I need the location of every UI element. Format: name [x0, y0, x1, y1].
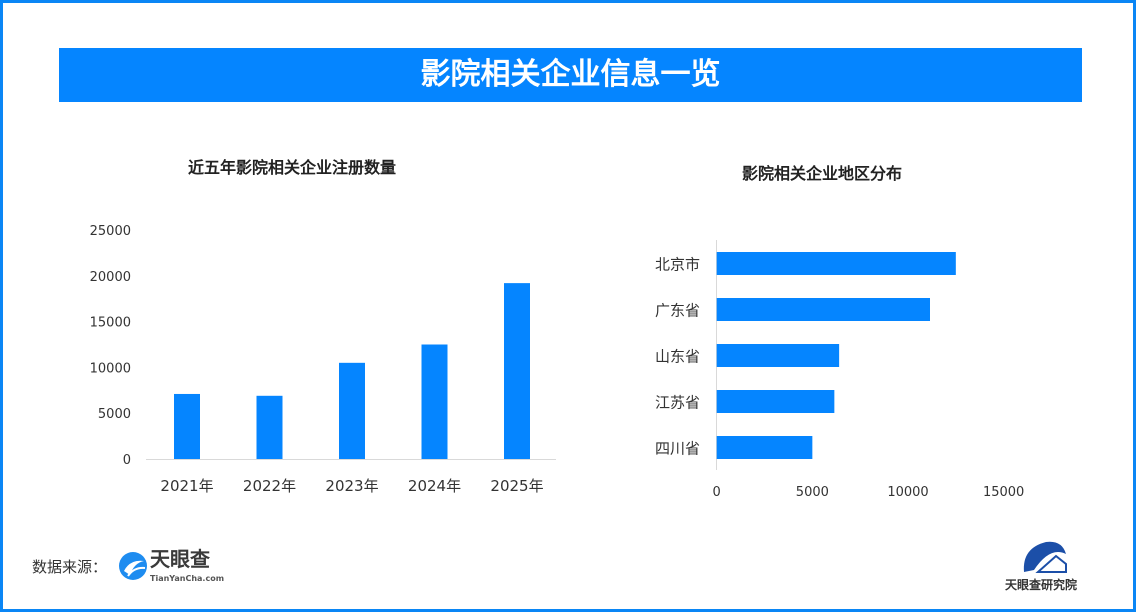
institute-name: 天眼查研究院 [1005, 578, 1078, 592]
y-tick-label: 江苏省 [655, 394, 700, 412]
y-tick-label: 15000 [90, 316, 131, 331]
x-tick-label: 0 [713, 485, 721, 500]
x-tick-label: 2025年 [490, 477, 543, 495]
bar-四川省 [716, 436, 813, 459]
bar-山东省 [716, 344, 840, 367]
x-tick-label: 2021年 [160, 477, 213, 495]
institute-logo-icon [1023, 541, 1067, 573]
x-tick-label: 2022年 [243, 477, 296, 495]
tianyancha-url: TianYanCha.com [150, 574, 225, 583]
y-tick-label: 20000 [90, 270, 131, 285]
bar-江苏省 [716, 390, 835, 413]
y-tick-label: 0 [123, 453, 131, 468]
source-label: 数据来源： [32, 558, 108, 576]
bar-北京市 [716, 252, 956, 275]
y-tick-label: 10000 [90, 361, 131, 376]
y-tick-label: 北京市 [655, 256, 700, 274]
y-tick-label: 25000 [90, 224, 131, 239]
y-tick-label: 山东省 [655, 348, 700, 366]
tianyancha-brand: 天眼查 [150, 547, 210, 571]
bar-2021年 [174, 393, 200, 459]
bar-2022年 [256, 395, 283, 459]
tianyancha-logo-icon [119, 552, 147, 580]
left-chart-title: 近五年影院相关企业注册数量 [188, 158, 397, 177]
y-tick-label: 四川省 [655, 440, 700, 458]
bar-2023年 [339, 362, 365, 459]
x-tick-label: 5000 [796, 485, 829, 500]
y-tick-label: 5000 [98, 407, 131, 422]
right-chart-title: 影院相关企业地区分布 [742, 164, 903, 183]
y-tick-label: 广东省 [655, 302, 700, 320]
page-title: 影院相关企业信息一览 [59, 48, 1082, 102]
x-tick-label: 2023年 [325, 477, 378, 495]
x-tick-label: 15000 [983, 485, 1024, 500]
bar-广东省 [716, 298, 930, 321]
x-tick-label: 10000 [887, 485, 928, 500]
bar-2025年 [504, 283, 530, 459]
bar-2024年 [421, 344, 448, 459]
x-tick-label: 2024年 [408, 477, 461, 495]
